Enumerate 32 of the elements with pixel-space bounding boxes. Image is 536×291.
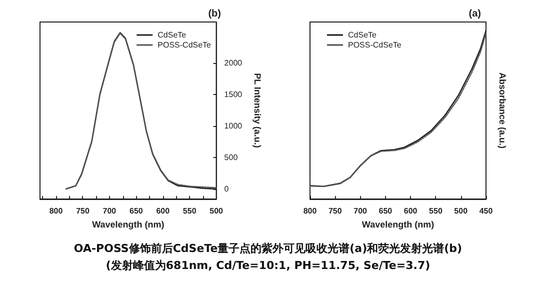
x-tick-label: 650 (129, 206, 144, 216)
x-tick-label: 750 (328, 206, 342, 216)
legend-label: CdSeTe (158, 30, 187, 40)
text: OA-POSS修饰前后CdSeTe量子点的紫外可见吸收光谱(a)和荧光发射光谱(b) (72, 241, 464, 257)
x-tick-label: 600 (156, 206, 170, 216)
chart-title: (a) (468, 8, 482, 20)
text: (发射峰值为681nm, Cd/Te=10:1, PH=11.75, Se/Te=3.7) (104, 258, 432, 274)
x-tick-label: 500 (454, 206, 468, 216)
y-tick-label: 1000 (224, 121, 243, 130)
y-tick-label: 2000 (224, 58, 243, 68)
x-tick-label: 750 (76, 206, 90, 216)
x-tick-label: 700 (102, 206, 117, 216)
x-tick-label: 550 (429, 206, 443, 216)
x-tick-label: 550 (182, 206, 197, 216)
x-tick-label: 450 (479, 206, 494, 216)
x-tick-label: 800 (49, 206, 64, 216)
y-axis-title: Absorbance (a.u.) (498, 72, 508, 149)
x-axis-title: Wavelength (nm) (362, 219, 434, 230)
x-tick-label: 800 (303, 206, 318, 216)
x-tick-label: 600 (404, 206, 418, 216)
legend-label: POSS-CdSeTe (158, 40, 212, 50)
x-axis-title: Wavelength (nm) (92, 219, 164, 230)
x-tick-label: 500 (210, 206, 224, 216)
x-tick-label: 650 (378, 206, 393, 216)
legend-label: POSS-CdSeTe (348, 40, 402, 50)
chart-title: (b) (208, 8, 222, 20)
legend-label: CdSeTe (348, 30, 378, 40)
y-tick-label: 1500 (224, 90, 243, 99)
x-tick-label: 700 (354, 206, 368, 216)
y-tick-label: 500 (224, 152, 238, 162)
y-tick-label: 0 (224, 184, 230, 194)
y-axis-title: PL Intensity (a.u.) (252, 73, 262, 148)
